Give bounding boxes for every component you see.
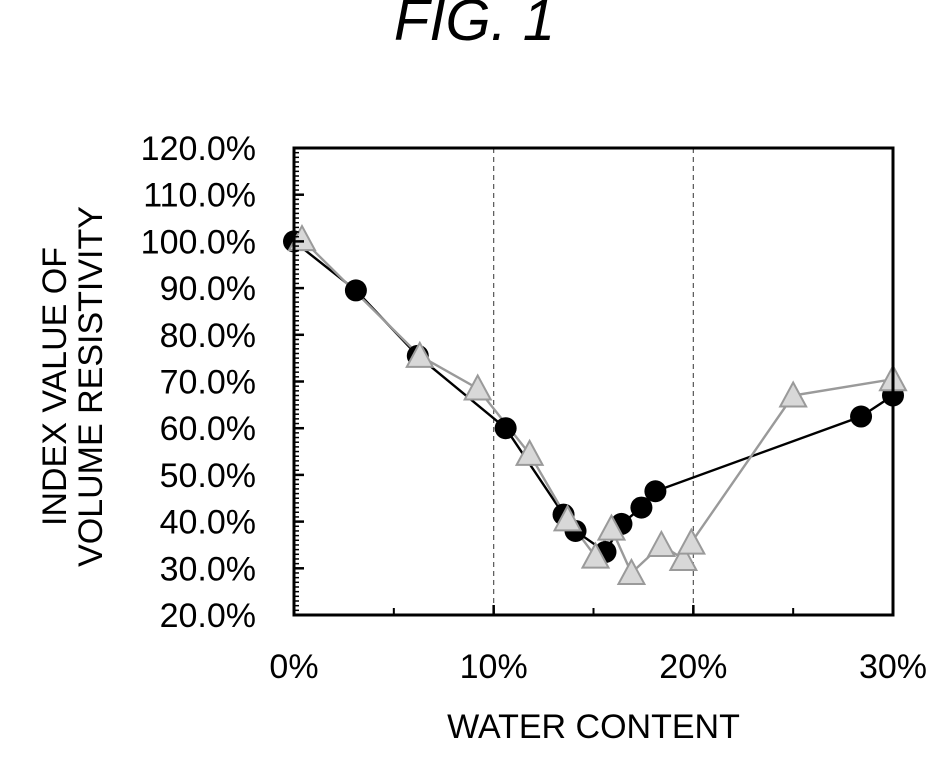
y-tick-label-30: 30.0% [160, 550, 256, 588]
circle-series-point-8 [630, 496, 653, 519]
y-tick-label-20: 20.0% [160, 597, 256, 635]
figure-title: FIG. 1 [393, 0, 556, 53]
y-tick-label-80: 80.0% [160, 317, 256, 355]
triangle-series-point-9 [668, 543, 699, 572]
triangle-series-point-5 [580, 541, 611, 569]
y-tick-label-90: 90.0% [160, 270, 256, 308]
y-tick-label-100: 100.0% [141, 223, 256, 261]
triangle-series-point-4 [552, 504, 583, 532]
axes [292, 146, 895, 617]
x-tick-label-30: 30% [859, 648, 927, 686]
y-tick-label-110: 110.0% [143, 177, 256, 215]
circle-series-point-3 [494, 417, 517, 440]
y-tick-label-50: 50.0% [160, 457, 256, 495]
circle-series-point-1 [344, 279, 367, 302]
y-tick-label-60: 60.0% [160, 410, 256, 448]
x-axis-title: WATER CONTENT [447, 708, 740, 746]
x-tick-label-10: 10% [460, 648, 528, 686]
triangle-series-point-6 [596, 513, 627, 541]
triangle-series-point-8 [646, 529, 677, 557]
triangle-series-point-10 [676, 527, 707, 555]
triangle-series-point-3 [514, 438, 545, 466]
circle-series-line [293, 240, 894, 554]
y-axis-title-line-1: INDEX VALUE OF [36, 247, 74, 526]
axis-labels: 20.0% 30.0% 40.0% 50.0% 60.0% 70.0% 80.0% 90.0%… [36, 130, 927, 746]
triangle-series-point-7 [616, 557, 647, 586]
y-tick-label-40: 40.0% [160, 504, 256, 542]
x-tick-label-20: 20% [659, 648, 727, 686]
circle-series-point-9 [644, 480, 667, 503]
triangle-series-point-1 [405, 340, 435, 368]
triangle-series-point-2 [463, 373, 493, 401]
series-layer [283, 223, 908, 586]
circle-series-point-10 [850, 405, 873, 428]
y-axis-title-line-2: VOLUME RESISTIVITY [72, 206, 110, 567]
triangle-series-point-11 [778, 380, 808, 408]
y-tick-label-70: 70.0% [160, 364, 256, 402]
x-tick-label-0: 0% [269, 648, 318, 686]
y-tick-label-120: 120.0% [141, 130, 256, 168]
